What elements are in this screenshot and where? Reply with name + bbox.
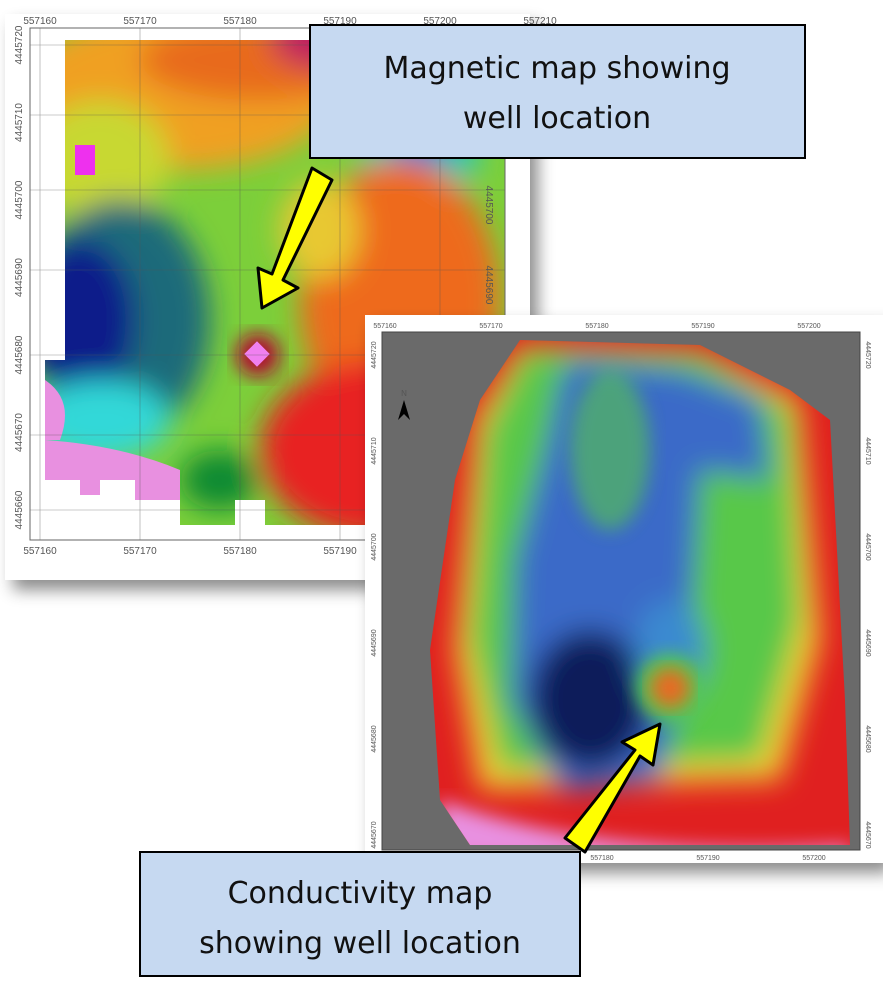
tick-label: 557180 <box>223 546 257 557</box>
tick-label: 4445700 <box>483 186 494 225</box>
tick-label: 557160 <box>23 546 57 557</box>
callout-text: Conductivity map <box>228 876 493 911</box>
tick-label: 4445700 <box>371 533 378 560</box>
magenta-spot <box>75 145 95 175</box>
tick-label: 4445680 <box>14 335 25 374</box>
tick-label: 557210 <box>523 16 557 27</box>
tick-label: 4445680 <box>371 725 378 752</box>
tick-label: 557200 <box>797 323 820 330</box>
tick-label: 557190 <box>323 16 357 27</box>
tick-label: 4445710 <box>864 437 871 464</box>
tick-label: 557180 <box>585 323 608 330</box>
callout: Magnetic map showing well location <box>309 24 806 159</box>
callout-text: showing well location <box>199 926 521 961</box>
tick-label: 4445720 <box>14 25 25 64</box>
tick-label: 557190 <box>691 323 714 330</box>
tick-label: 557160 <box>373 323 396 330</box>
tick-label: 557190 <box>696 855 719 862</box>
tick-label: 557200 <box>802 855 825 862</box>
tick-label: 4445710 <box>371 437 378 464</box>
callout-text: Magnetic map showing <box>383 51 730 86</box>
tick-label: 4445690 <box>483 266 494 305</box>
tick-label: 557180 <box>223 16 257 27</box>
tick-label: 4445710 <box>14 103 25 142</box>
tick-label: 4445720 <box>371 341 378 368</box>
arrow <box>563 722 662 854</box>
north-label: N <box>401 389 407 398</box>
callout: Conductivity map showing well location <box>139 851 581 977</box>
tick-label: 557180 <box>590 855 613 862</box>
tick-label: 4445700 <box>864 533 871 560</box>
conductivity-map: 557160 557170 557180 557190 557200 557180 5571… <box>365 315 883 863</box>
tick-label: 4445720 <box>864 341 871 368</box>
tick-label: 4445690 <box>371 629 378 656</box>
tick-label: 557170 <box>123 16 157 27</box>
tick-label: 557170 <box>123 546 157 557</box>
tick-label: 4445670 <box>371 821 378 848</box>
tick-label: 557160 <box>23 16 57 27</box>
tick-label: 557200 <box>423 16 457 27</box>
conductivity-field <box>430 340 850 845</box>
north-arrow <box>398 400 410 420</box>
tick-label: 4445700 <box>14 180 25 219</box>
tick-label: 4445680 <box>864 725 871 752</box>
tick-label: 4445660 <box>14 490 25 529</box>
tick-label: 557190 <box>323 546 357 557</box>
arrow <box>256 166 334 310</box>
tick-label: 4445690 <box>864 629 871 656</box>
callout-text: well location <box>463 101 651 136</box>
tick-label: 4445690 <box>14 258 25 297</box>
tick-label: 557170 <box>479 323 502 330</box>
tick-label: 4445670 <box>14 413 25 452</box>
tick-label: 4445670 <box>864 821 871 848</box>
